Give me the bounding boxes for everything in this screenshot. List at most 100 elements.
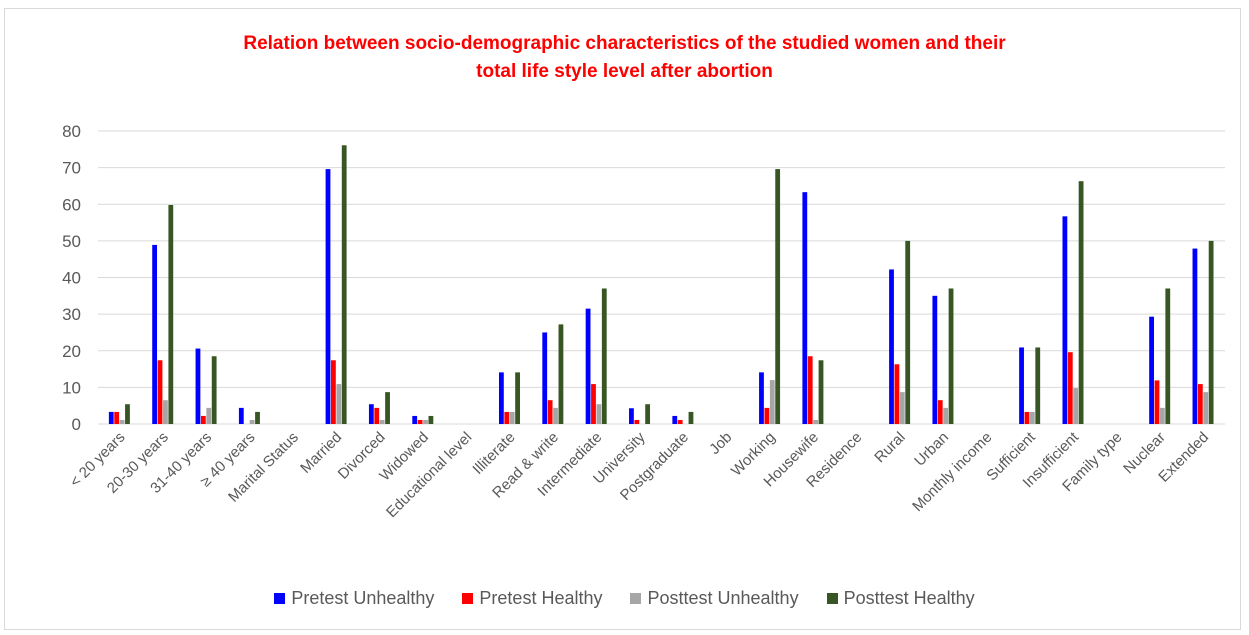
bar-posttest-healthy [515, 372, 520, 424]
bar-pretest-unhealthy [542, 332, 548, 424]
legend-swatch [630, 593, 642, 604]
bar-posttest-healthy [385, 392, 390, 424]
chart-title-line-2: total life style level after abortion [476, 61, 773, 82]
gridlines [98, 130, 1225, 425]
bar-posttest-healthy [1165, 288, 1171, 424]
bar-posttest-unhealthy [943, 407, 949, 424]
chart-title: Relation between socio-demographic chara… [0, 30, 1249, 86]
bar-pretest-healthy [547, 400, 553, 424]
bar-posttest-healthy [688, 411, 694, 424]
bar-pretest-healthy [504, 411, 510, 424]
bar-posttest-healthy [255, 411, 260, 424]
bar-pretest-unhealthy [672, 415, 678, 424]
bar-pretest-healthy [591, 384, 596, 424]
bar-pretest-healthy [807, 356, 813, 424]
y-axis-ticks: 0 10 20 30 40 50 60 70 80 [62, 122, 81, 434]
x-category-label: Job [706, 429, 735, 458]
y-tick-label: 70 [62, 159, 81, 178]
y-tick-label: 10 [62, 378, 81, 397]
bar-pretest-healthy [374, 407, 380, 424]
bar-pretest-unhealthy [585, 308, 591, 424]
bar-posttest-healthy [601, 288, 607, 424]
legend: Pretest Unhealthy Pretest Healthy Posttest… [0, 588, 1249, 609]
bar-posttest-unhealthy [509, 411, 515, 424]
bar-posttest-healthy [341, 145, 347, 424]
bar-posttest-unhealthy [119, 419, 125, 424]
bar-posttest-healthy [948, 288, 954, 424]
bar-posttest-healthy [428, 415, 434, 424]
bar-pretest-healthy [634, 419, 640, 424]
bar-posttest-healthy [905, 240, 911, 424]
bar-pretest-unhealthy [932, 295, 938, 424]
bar-pretest-healthy [677, 419, 683, 424]
bar-posttest-healthy [1078, 181, 1084, 424]
bar-pretest-unhealthy [325, 169, 331, 424]
bars [108, 145, 1214, 424]
legend-label: Posttest Unhealthy [647, 588, 799, 608]
bar-posttest-unhealthy [899, 392, 905, 424]
bar-pretest-unhealthy [629, 408, 634, 424]
bar-pretest-unhealthy [498, 372, 504, 424]
bar-posttest-healthy [645, 404, 651, 424]
bar-pretest-healthy [331, 360, 336, 424]
bar-posttest-unhealthy [1203, 392, 1209, 424]
bar-pretest-healthy [417, 419, 423, 424]
bar-posttest-unhealthy [1029, 411, 1035, 424]
bar-pretest-unhealthy [238, 407, 244, 424]
bar-posttest-healthy [775, 169, 781, 424]
bar-pretest-unhealthy [1192, 248, 1198, 424]
legend-label: Pretest Healthy [479, 588, 603, 608]
bar-pretest-unhealthy [1062, 216, 1068, 424]
bar-posttest-unhealthy [813, 419, 819, 424]
y-tick-label: 30 [62, 305, 81, 324]
legend-item: Posttest Unhealthy [630, 588, 799, 609]
bar-posttest-healthy [818, 360, 824, 424]
bar-posttest-healthy [211, 356, 217, 424]
bar-posttest-healthy [558, 324, 564, 424]
bar-pretest-unhealthy [759, 372, 764, 424]
legend-item: Posttest Healthy [826, 588, 975, 609]
bar-posttest-unhealthy [249, 419, 255, 424]
bar-posttest-unhealthy [163, 400, 168, 424]
legend-label: Posttest Healthy [843, 588, 975, 608]
bar-pretest-unhealthy [368, 404, 374, 424]
bar-posttest-unhealthy [1159, 407, 1165, 424]
bar-pretest-unhealthy [152, 244, 158, 424]
y-tick-label: 20 [62, 342, 81, 361]
legend-swatch [274, 593, 286, 604]
y-tick-label: 60 [62, 195, 81, 214]
bar-posttest-unhealthy [1073, 388, 1079, 424]
bar-pretest-healthy [1067, 352, 1073, 424]
legend-item: Pretest Healthy [462, 588, 602, 609]
bar-posttest-healthy [125, 404, 130, 424]
y-tick-label: 0 [72, 415, 81, 434]
bar-pretest-unhealthy [412, 415, 418, 424]
bar-pretest-unhealthy [1019, 347, 1024, 424]
legend-swatch [826, 593, 838, 604]
bar-posttest-unhealthy [553, 407, 558, 424]
bar-posttest-unhealthy [596, 404, 602, 424]
bar-pretest-unhealthy [1149, 316, 1154, 424]
bar-pretest-unhealthy [195, 348, 201, 424]
bar-posttest-healthy [1208, 240, 1214, 424]
bar-pretest-healthy [157, 360, 163, 424]
bar-pretest-unhealthy [802, 192, 808, 424]
bar-posttest-unhealthy [336, 384, 342, 424]
bar-pretest-healthy [114, 411, 120, 424]
legend-label: Pretest Unhealthy [291, 588, 435, 608]
bar-pretest-healthy [200, 415, 206, 424]
legend-item: Pretest Unhealthy [274, 588, 434, 609]
y-tick-label: 50 [62, 232, 81, 251]
bar-pretest-healthy [937, 400, 943, 424]
bar-posttest-unhealthy [206, 407, 212, 424]
x-category-label: Urban [911, 429, 952, 470]
bar-pretest-healthy [1024, 411, 1030, 424]
bar-pretest-healthy [1197, 384, 1203, 424]
y-tick-label: 80 [62, 122, 81, 141]
bar-pretest-unhealthy [889, 269, 894, 424]
bar-pretest-healthy [1154, 380, 1160, 424]
bar-posttest-unhealthy [423, 419, 428, 424]
bar-posttest-unhealthy [769, 380, 775, 424]
